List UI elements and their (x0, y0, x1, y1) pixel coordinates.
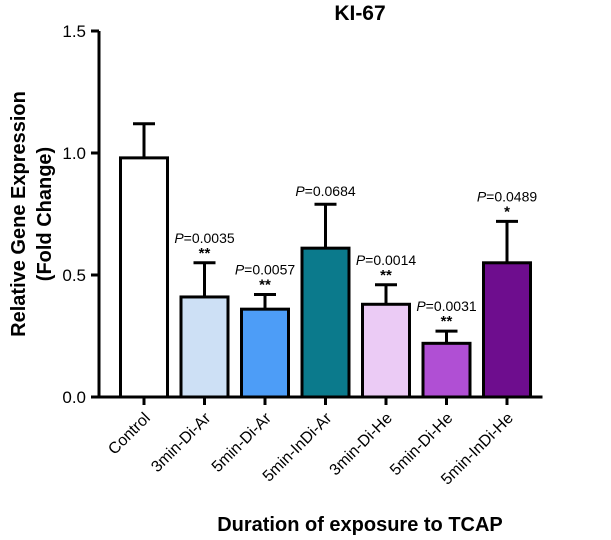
p-value: =0.0684 (305, 183, 356, 199)
p-value-label: P=0.0057 (235, 262, 296, 278)
p-value-label: P=0.0684 (295, 183, 356, 199)
x-tick-label: 3min-Di-Ar (148, 409, 215, 476)
y-tick-label: 0.0 (62, 388, 86, 407)
p-value-label: P=0.0031 (416, 298, 477, 314)
x-axis-label: Duration of exposure to TCAP (217, 514, 503, 536)
x-tick-label: Control (105, 410, 153, 458)
x-tick-label: 5min-Di-Ar (209, 409, 276, 476)
p-value-label: P=0.0035 (174, 230, 235, 246)
significance-marker: * (504, 203, 510, 220)
x-tick-label: 3min-Di-He (327, 410, 396, 479)
p-symbol: P (235, 262, 245, 278)
y-tick-label: 1.0 (62, 144, 86, 163)
y-tick-label: 0.5 (62, 266, 86, 285)
bar-5min-indi-he (482, 261, 532, 399)
chart-title: KI-67 (334, 2, 385, 25)
p-value: =0.0035 (184, 230, 235, 246)
y-axis-label-line1: Relative Gene Expression (8, 91, 30, 337)
p-value-label: P=0.0014 (356, 252, 417, 268)
p-symbol: P (356, 252, 366, 268)
y-tick-label: 1.5 (62, 22, 86, 41)
p-value-label: P=0.0489 (477, 188, 538, 204)
y-axis-label-line2: (Fold Change) (34, 147, 56, 281)
bar-3min-di-ar (179, 295, 230, 399)
p-value: =0.0057 (244, 262, 295, 278)
p-symbol: P (295, 183, 305, 199)
bar-5min-di-ar (240, 307, 290, 399)
bar-3min-di-he (361, 302, 411, 399)
significance-marker: ** (380, 267, 392, 284)
p-value: =0.0014 (365, 252, 416, 268)
p-symbol: P (416, 298, 426, 314)
bar-5min-indi-ar (300, 246, 351, 399)
p-value: =0.0031 (426, 298, 477, 314)
significance-marker: ** (199, 245, 211, 262)
p-symbol: P (174, 230, 184, 246)
bar-control (119, 156, 169, 399)
plot-area: 0.00.51.01.5Control3min-Di-Ar**P=0.00355… (62, 22, 543, 488)
p-value: =0.0489 (486, 188, 537, 204)
significance-marker: ** (259, 277, 271, 294)
p-symbol: P (477, 188, 487, 204)
significance-marker: ** (441, 313, 453, 330)
bar-5min-di-he (421, 341, 472, 399)
